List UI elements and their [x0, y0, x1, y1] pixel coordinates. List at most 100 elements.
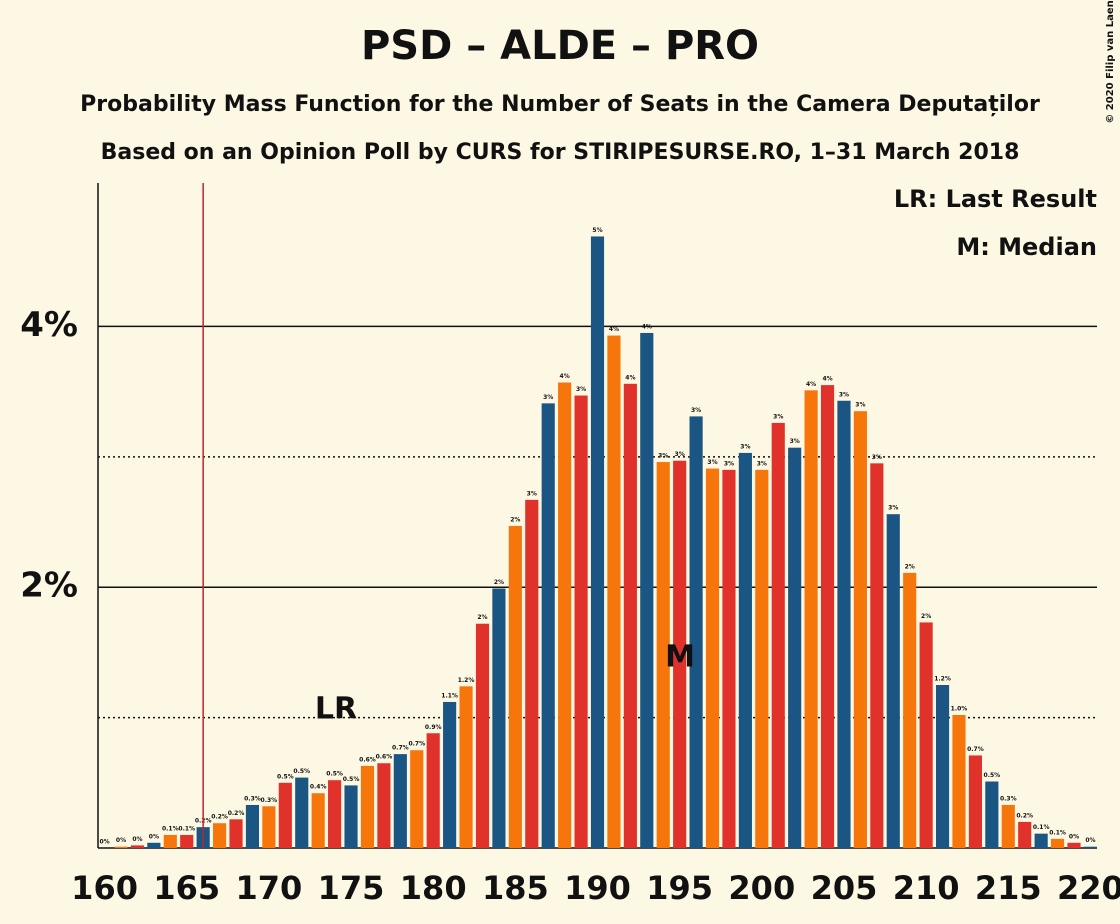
value-label: 0%	[1069, 833, 1079, 840]
value-label: 0.5%	[293, 768, 310, 775]
bar	[344, 785, 358, 848]
bar	[508, 525, 522, 848]
bar	[640, 332, 654, 848]
y-tick-label: 2%	[20, 566, 78, 606]
bar	[804, 390, 818, 848]
value-label: 3%	[855, 402, 865, 409]
bar	[968, 755, 982, 848]
value-label: 0.7%	[967, 746, 984, 753]
value-label: 0.9%	[425, 724, 442, 731]
value-label: 0.1%	[1049, 829, 1066, 836]
bar	[1067, 842, 1081, 848]
value-label: 4%	[822, 376, 832, 383]
bar	[1018, 821, 1032, 848]
bar	[360, 765, 375, 848]
value-label: 3%	[707, 459, 717, 466]
value-label: 2%	[494, 579, 504, 586]
annotation-median: M	[665, 640, 695, 675]
bar	[393, 754, 407, 848]
value-label: 0%	[116, 837, 126, 844]
value-label: 0%	[149, 833, 159, 840]
bar	[492, 588, 506, 848]
bar	[426, 733, 440, 848]
value-label: 1.1%	[441, 692, 458, 699]
bar	[245, 804, 260, 848]
value-label: 0.5%	[277, 773, 294, 780]
bar	[837, 400, 851, 848]
value-label: 3%	[543, 394, 553, 401]
x-tick-label: 180	[400, 869, 467, 907]
value-label: 3%	[872, 454, 882, 461]
x-tick-label: 215	[975, 869, 1042, 907]
x-tick-label: 170	[235, 869, 302, 907]
value-label: 0.3%	[1000, 795, 1017, 802]
x-tick-label: 220	[1057, 869, 1120, 907]
bar	[755, 469, 769, 848]
x-tick-label: 195	[646, 869, 713, 907]
value-label: 0.3%	[261, 797, 278, 804]
value-label: 0%	[132, 836, 142, 843]
value-label: 0.5%	[343, 776, 360, 783]
annotation-lr: LR	[315, 692, 357, 727]
bar	[328, 780, 342, 848]
bar	[574, 395, 588, 848]
legend-entry: LR: Last Result	[894, 185, 1097, 213]
bar	[870, 463, 884, 848]
bar	[377, 763, 391, 848]
bar	[213, 823, 227, 848]
bar	[443, 701, 457, 848]
value-label: 3%	[527, 490, 537, 497]
bar	[130, 845, 145, 848]
bar	[788, 447, 802, 848]
copyright: © 2020 Filip van Laenen	[1105, 0, 1116, 124]
value-label: 4%	[642, 323, 652, 330]
bar	[311, 793, 325, 848]
value-label: 4%	[609, 326, 619, 333]
bar	[820, 385, 835, 848]
bar	[590, 236, 605, 848]
bar	[475, 623, 490, 848]
value-label: 0.7%	[408, 741, 425, 748]
value-label: 4%	[560, 373, 570, 380]
bar	[459, 686, 473, 848]
x-tick-label: 165	[153, 869, 220, 907]
value-label: 2%	[905, 563, 915, 570]
value-label: 0.1%	[162, 825, 179, 832]
bar	[952, 715, 966, 848]
bar	[903, 572, 917, 848]
x-tick-label: 185	[482, 869, 549, 907]
legend-entry: M: Median	[956, 233, 1097, 261]
bar	[114, 846, 128, 848]
value-label: 0%	[99, 839, 109, 846]
value-label: 0.2%	[228, 810, 245, 817]
x-tick-label: 175	[318, 869, 385, 907]
value-label: 2%	[921, 613, 931, 620]
value-label: 0.7%	[392, 745, 409, 752]
value-label: 1.2%	[934, 676, 951, 683]
value-label: 4%	[806, 381, 816, 388]
value-label: 3%	[773, 413, 783, 420]
x-tick-label: 200	[728, 869, 795, 907]
y-tick-label: 4%	[20, 305, 78, 345]
value-label: 1.0%	[951, 706, 968, 713]
bar	[738, 452, 752, 848]
value-label: 3%	[576, 386, 586, 393]
value-label: 0.2%	[211, 814, 228, 821]
value-label: 4%	[625, 374, 635, 381]
bar	[722, 469, 736, 848]
value-label: 3%	[724, 460, 734, 467]
bar	[1050, 838, 1065, 848]
bar	[558, 382, 572, 848]
bar	[985, 781, 999, 848]
value-label: 0.6%	[359, 756, 376, 763]
bar	[278, 782, 292, 848]
bar	[886, 514, 900, 848]
value-label: 0.4%	[310, 784, 327, 791]
x-tick-label: 210	[893, 869, 960, 907]
bar	[853, 411, 867, 848]
bar	[656, 462, 670, 848]
value-label: 0.2%	[1016, 812, 1033, 819]
bar	[919, 622, 933, 848]
value-label: 3%	[839, 391, 849, 398]
